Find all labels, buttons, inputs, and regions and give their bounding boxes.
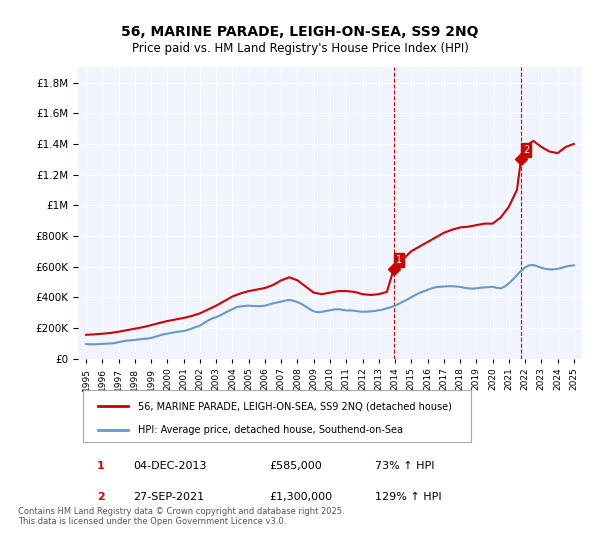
Text: 2: 2 [97, 492, 104, 502]
Text: 2: 2 [523, 145, 529, 155]
Text: 04-DEC-2013: 04-DEC-2013 [133, 461, 207, 472]
Text: 56, MARINE PARADE, LEIGH-ON-SEA, SS9 2NQ (detached house): 56, MARINE PARADE, LEIGH-ON-SEA, SS9 2NQ… [139, 402, 452, 412]
Text: 56, MARINE PARADE, LEIGH-ON-SEA, SS9 2NQ: 56, MARINE PARADE, LEIGH-ON-SEA, SS9 2NQ [121, 25, 479, 39]
Text: 129% ↑ HPI: 129% ↑ HPI [376, 492, 442, 502]
FancyBboxPatch shape [83, 460, 118, 474]
FancyBboxPatch shape [83, 491, 118, 505]
Text: £585,000: £585,000 [269, 461, 322, 472]
Text: 27-SEP-2021: 27-SEP-2021 [133, 492, 205, 502]
Text: HPI: Average price, detached house, Southend-on-Sea: HPI: Average price, detached house, Sout… [139, 425, 403, 435]
Text: 1: 1 [395, 255, 401, 265]
Text: 1: 1 [97, 461, 104, 472]
Text: £1,300,000: £1,300,000 [269, 492, 332, 502]
Text: Contains HM Land Registry data © Crown copyright and database right 2025.
This d: Contains HM Land Registry data © Crown c… [18, 507, 344, 526]
FancyBboxPatch shape [83, 390, 471, 442]
Text: 73% ↑ HPI: 73% ↑ HPI [376, 461, 435, 472]
Text: Price paid vs. HM Land Registry's House Price Index (HPI): Price paid vs. HM Land Registry's House … [131, 42, 469, 55]
